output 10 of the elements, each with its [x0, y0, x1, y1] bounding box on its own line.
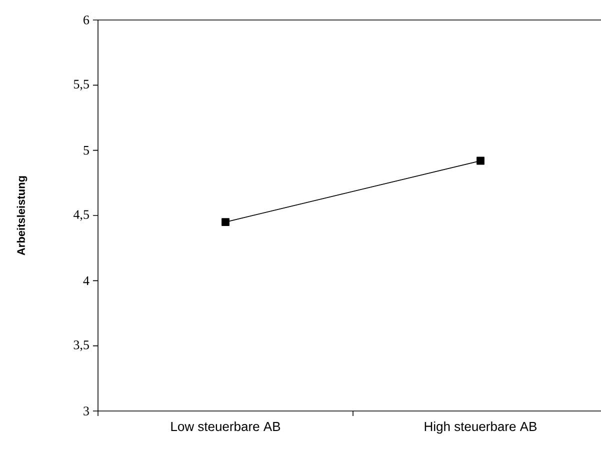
x-tick-label: High steuerbare AB: [424, 422, 537, 434]
y-tick-label: 4: [83, 276, 90, 285]
y-tick-label: 5: [84, 146, 89, 155]
y-tick-label: 3,5: [74, 340, 89, 352]
x-tick-label: Low steuerbare AB: [171, 422, 280, 432]
y-tick-label: 5,5: [74, 80, 89, 90]
y-tick-label: 4,5: [73, 210, 89, 221]
y-tick-label: 6: [84, 16, 90, 24]
y-tick-label: 3: [84, 406, 89, 416]
y-axis-title: Arbeitsleistung: [16, 176, 28, 256]
